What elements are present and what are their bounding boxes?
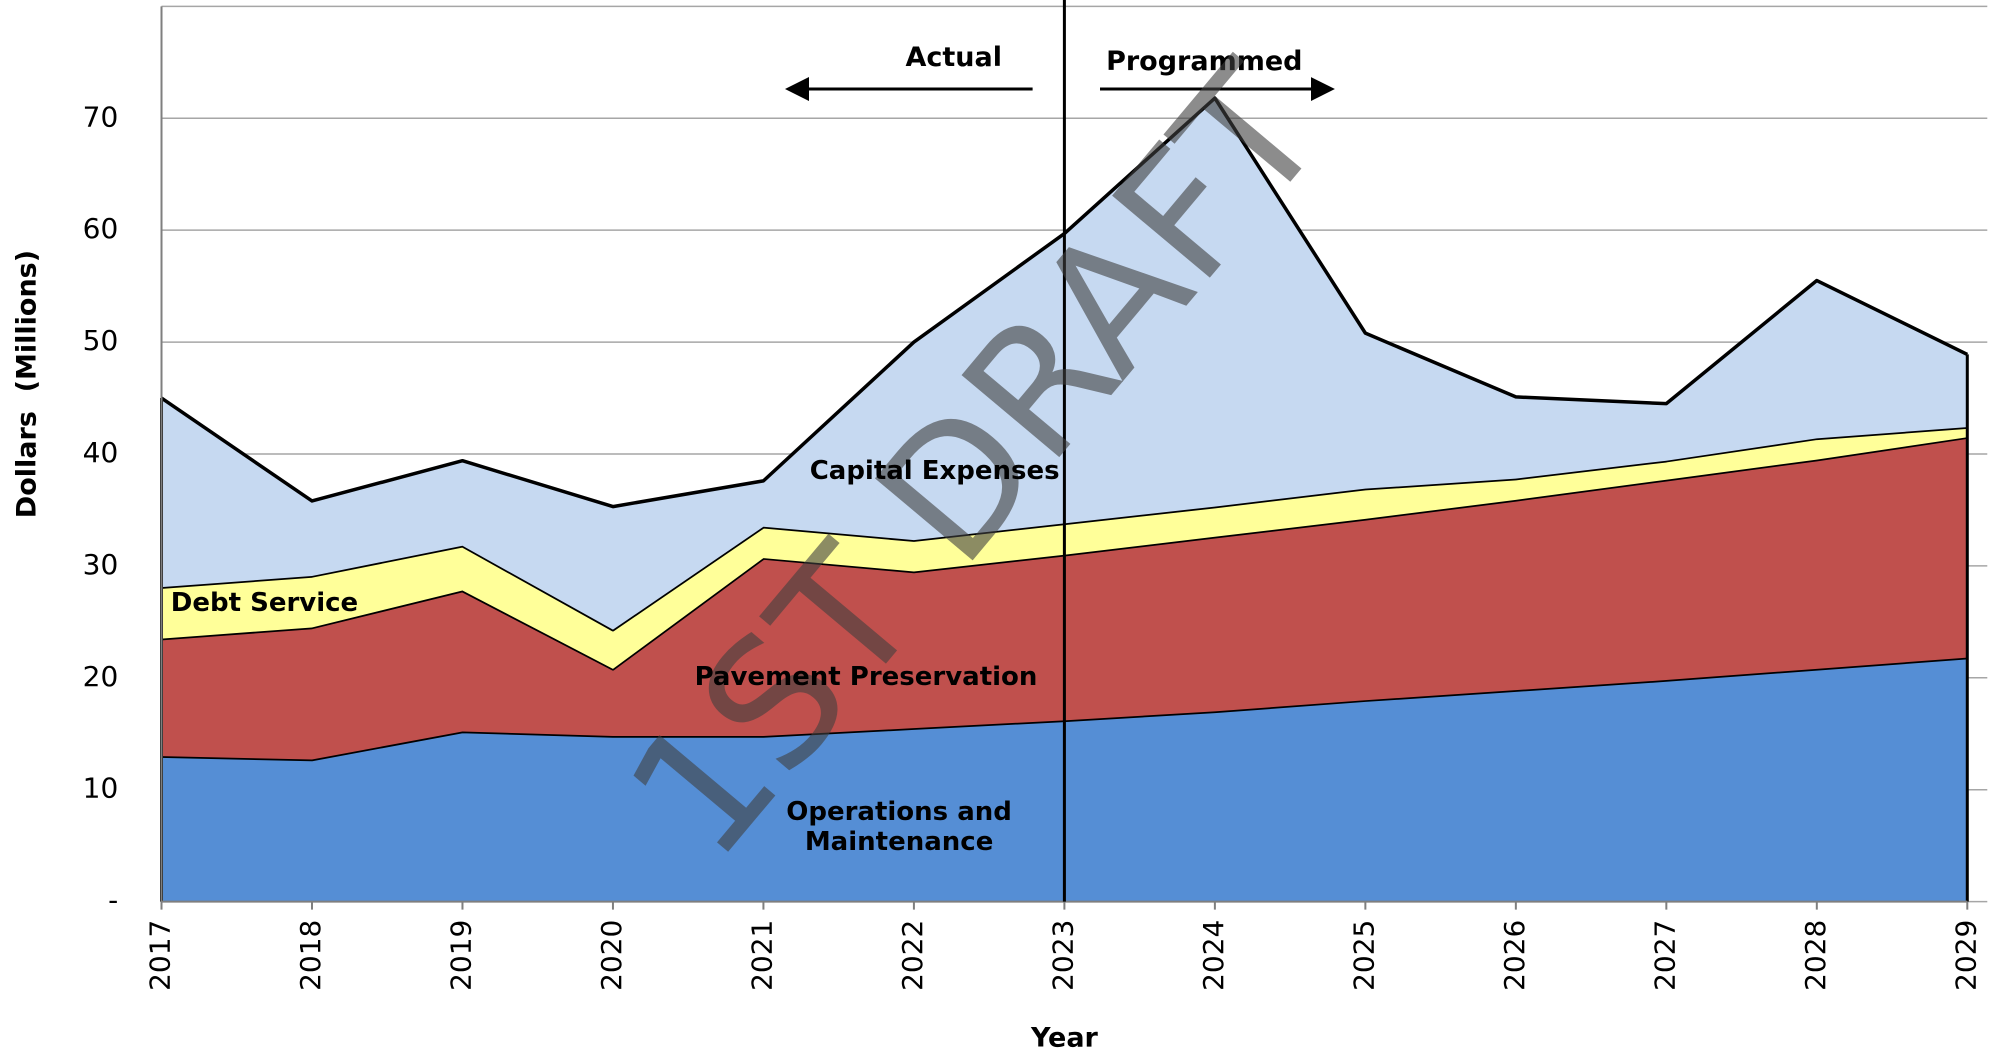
y-tick-label: 30: [83, 548, 119, 581]
series-label: Pavement Preservation: [694, 661, 1038, 692]
x-tick-label: 2025: [1347, 920, 1380, 991]
annotation-actual: Actual: [906, 42, 1003, 73]
x-tick-label: 2019: [444, 920, 477, 991]
y-tick-label: 40: [83, 436, 119, 469]
series-label: Operations and Maintenance: [786, 796, 1012, 857]
y-tick-label: 20: [83, 660, 119, 693]
x-tick-label: 2022: [896, 920, 929, 991]
x-tick-label: 2028: [1799, 920, 1832, 991]
x-axis-title: Year: [1030, 1022, 1099, 1053]
x-tick-label: 2018: [294, 920, 327, 991]
series-label: Debt Service: [170, 587, 359, 618]
x-tick-label: 2026: [1498, 920, 1531, 991]
y-tick-label: 10: [83, 772, 119, 805]
x-tick-label: 2021: [745, 920, 778, 991]
y-tick-label: -: [108, 884, 118, 917]
y-tick-label: 60: [83, 212, 119, 245]
y-tick-label: 70: [83, 100, 119, 133]
annotation-programmed: Programmed: [1106, 46, 1302, 77]
x-tick-label: 2020: [595, 920, 628, 991]
y-axis-title: Dollars (Millions): [11, 250, 42, 518]
x-tick-label: 2023: [1046, 920, 1079, 991]
x-tick-label: 2027: [1648, 920, 1681, 991]
x-tick-label: 2024: [1197, 920, 1230, 991]
y-tick-label: 50: [83, 324, 119, 357]
x-tick-label: 2017: [144, 920, 177, 991]
series-label: Capital Expenses: [809, 455, 1060, 486]
x-tick-label: 2029: [1949, 920, 1982, 991]
